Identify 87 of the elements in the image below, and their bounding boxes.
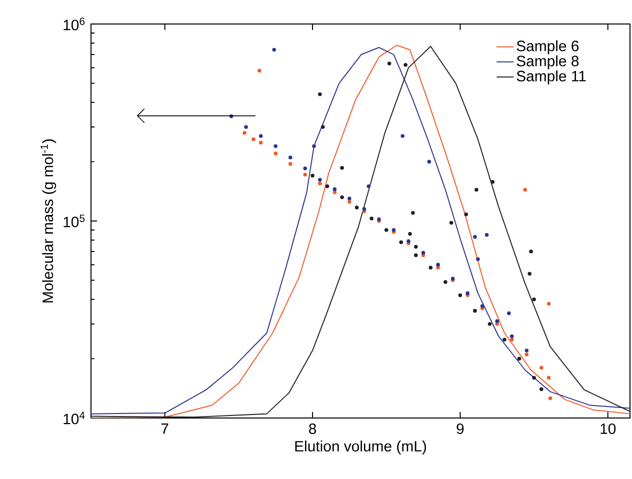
point [242,131,246,135]
y-tick-label: 10$^{5}$ [64,214,85,228]
point [548,396,552,400]
point [272,48,276,52]
point [303,172,308,176]
point [303,166,308,170]
y-tick-label: 10$^{6}$ [64,18,85,30]
point [532,297,536,302]
x-tick-label: 8 [309,423,316,434]
point [288,156,292,160]
point [484,233,489,237]
point [458,293,462,298]
point [414,244,418,249]
point [495,319,499,324]
point [257,68,262,72]
point [340,166,344,170]
legend-label: Sample 8 [516,55,579,70]
point [532,376,536,380]
point [384,228,388,232]
point [244,125,248,129]
point [348,200,352,204]
point [444,280,448,284]
point [464,212,468,216]
point [510,338,514,342]
point [414,253,418,258]
point [540,366,544,370]
point [502,338,506,342]
point [449,220,454,225]
point [524,348,529,352]
y-axis-title: Molecular mass (g mol$^{-1}$) [40,139,56,302]
point [348,196,352,200]
point [366,184,371,188]
point [528,272,532,276]
point [473,308,477,313]
x-tick-label: 7 [161,423,168,434]
point [507,311,511,316]
x-tick-label: 10 [600,423,616,434]
point [399,240,404,244]
point [488,322,492,326]
point [495,322,499,326]
point [517,356,522,361]
point [411,210,415,215]
x-axis-title: Elution volume (mL) [295,440,426,454]
point [428,266,433,270]
point [387,62,392,66]
point [320,125,325,129]
point [332,187,337,192]
point [340,195,344,200]
point [400,134,404,138]
point [258,134,263,138]
point [524,352,529,356]
point [540,387,544,392]
point [370,216,374,220]
point [421,250,426,255]
point [310,174,314,178]
point [362,207,366,211]
legend-label: Sample 6 [516,40,579,54]
point [480,304,484,308]
point [252,137,256,142]
point [404,63,408,67]
legend-label: Sample 11 [516,70,586,84]
point [354,206,359,210]
point [474,188,478,192]
point [318,92,322,96]
point [274,144,278,148]
point [523,188,528,192]
point [510,334,514,338]
point [318,178,322,182]
point [476,257,480,262]
point [312,144,316,148]
point [473,235,477,239]
point [325,184,330,188]
point [318,182,322,186]
point [436,262,440,267]
point [408,232,412,236]
point [546,376,551,380]
point [427,160,432,164]
point [332,190,337,194]
point [436,266,440,270]
x-tick-label: 9 [456,423,464,434]
point [288,162,292,166]
y-tick-label: 10$^{4}$ [64,412,85,424]
point [546,302,551,306]
point [274,152,278,156]
point [529,250,533,254]
point [258,140,263,144]
point [490,180,495,184]
